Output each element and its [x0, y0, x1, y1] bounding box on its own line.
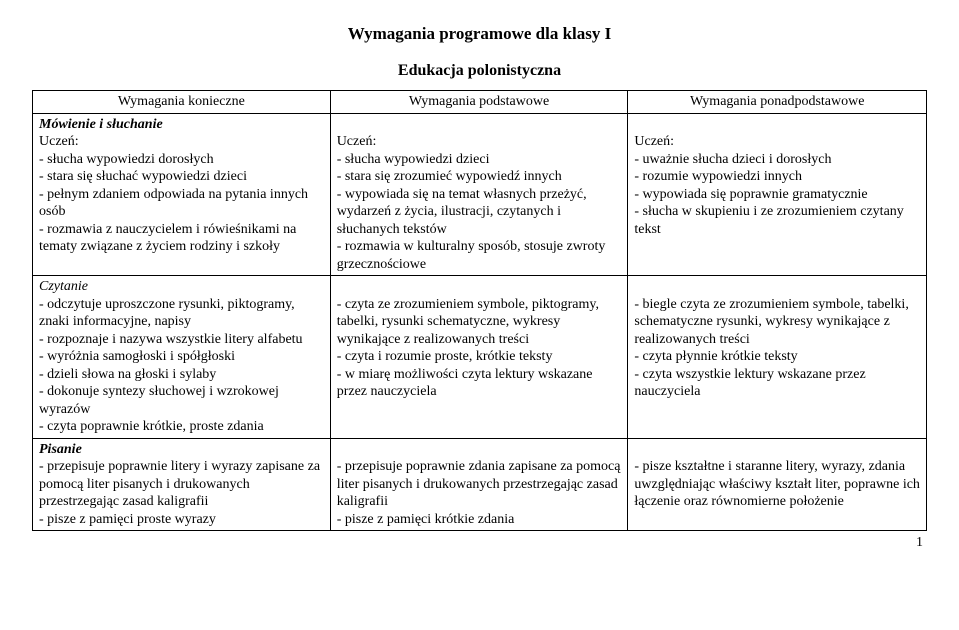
- header-col3: Wymagania ponadpodstawowe: [628, 91, 927, 114]
- cell-pisanie-col2: - przepisuje poprawnie zdania zapisane z…: [330, 438, 628, 531]
- cell-czytanie-col3-text: - biegle czyta ze zrozumieniem symbole, …: [634, 297, 908, 400]
- section-pisanie-label: Pisanie: [39, 442, 82, 457]
- requirements-table: Wymagania konieczne Wymagania podstawowe…: [32, 90, 927, 531]
- cell-pisanie-col3-text: - pisze kształtne i staranne litery, wyr…: [634, 459, 920, 509]
- page-number: 1: [32, 535, 927, 551]
- cell-mowie-col3-text: Uczeń:- uważnie słucha dzieci i dorosłyc…: [634, 134, 903, 237]
- cell-mowie-col3: Uczeń:- uważnie słucha dzieci i dorosłyc…: [628, 113, 927, 276]
- cell-czytanie-col2-text: - czyta ze zrozumieniem symbole, piktogr…: [337, 297, 599, 400]
- section-czytanie-label: Czytanie: [39, 279, 88, 294]
- cell-czytanie-col3: - biegle czyta ze zrozumieniem symbole, …: [628, 276, 927, 439]
- cell-pisanie-col2-text: - przepisuje poprawnie zdania zapisane z…: [337, 459, 621, 527]
- cell-czytanie-col1: Czytanie - odczytuje uproszczone rysunki…: [33, 276, 331, 439]
- cell-mowie-col2: Uczeń:- słucha wypowiedzi dzieci- stara …: [330, 113, 628, 276]
- cell-czytanie-col1-text: - odczytuje uproszczone rysunki, piktogr…: [39, 297, 303, 435]
- document-title: Wymagania programowe dla klasy I: [32, 24, 927, 44]
- cell-mowie-col2-text: Uczeń:- słucha wypowiedzi dzieci- stara …: [337, 134, 606, 272]
- document-subtitle: Edukacja polonistyczna: [32, 62, 927, 80]
- header-col1: Wymagania konieczne: [33, 91, 331, 114]
- cell-mowie-col1-text: Uczeń:- słucha wypowiedzi dorosłych- sta…: [39, 134, 308, 254]
- cell-pisanie-col3: - pisze kształtne i staranne litery, wyr…: [628, 438, 927, 531]
- table-header-row: Wymagania konieczne Wymagania podstawowe…: [33, 91, 927, 114]
- section-pisanie-row: Pisanie - przepisuje poprawnie litery i …: [33, 438, 927, 531]
- section-czytanie-row: Czytanie - odczytuje uproszczone rysunki…: [33, 276, 927, 439]
- section-mowie-row: Mówienie i słuchanie Uczeń:- słucha wypo…: [33, 113, 927, 276]
- cell-czytanie-col2: - czyta ze zrozumieniem symbole, piktogr…: [330, 276, 628, 439]
- header-col2: Wymagania podstawowe: [330, 91, 628, 114]
- cell-pisanie-col1: Pisanie - przepisuje poprawnie litery i …: [33, 438, 331, 531]
- cell-mowie-col1: Mówienie i słuchanie Uczeń:- słucha wypo…: [33, 113, 331, 276]
- cell-pisanie-col1-text: - przepisuje poprawnie litery i wyrazy z…: [39, 459, 320, 527]
- section-mowie-label: Mówienie i słuchanie: [39, 117, 163, 132]
